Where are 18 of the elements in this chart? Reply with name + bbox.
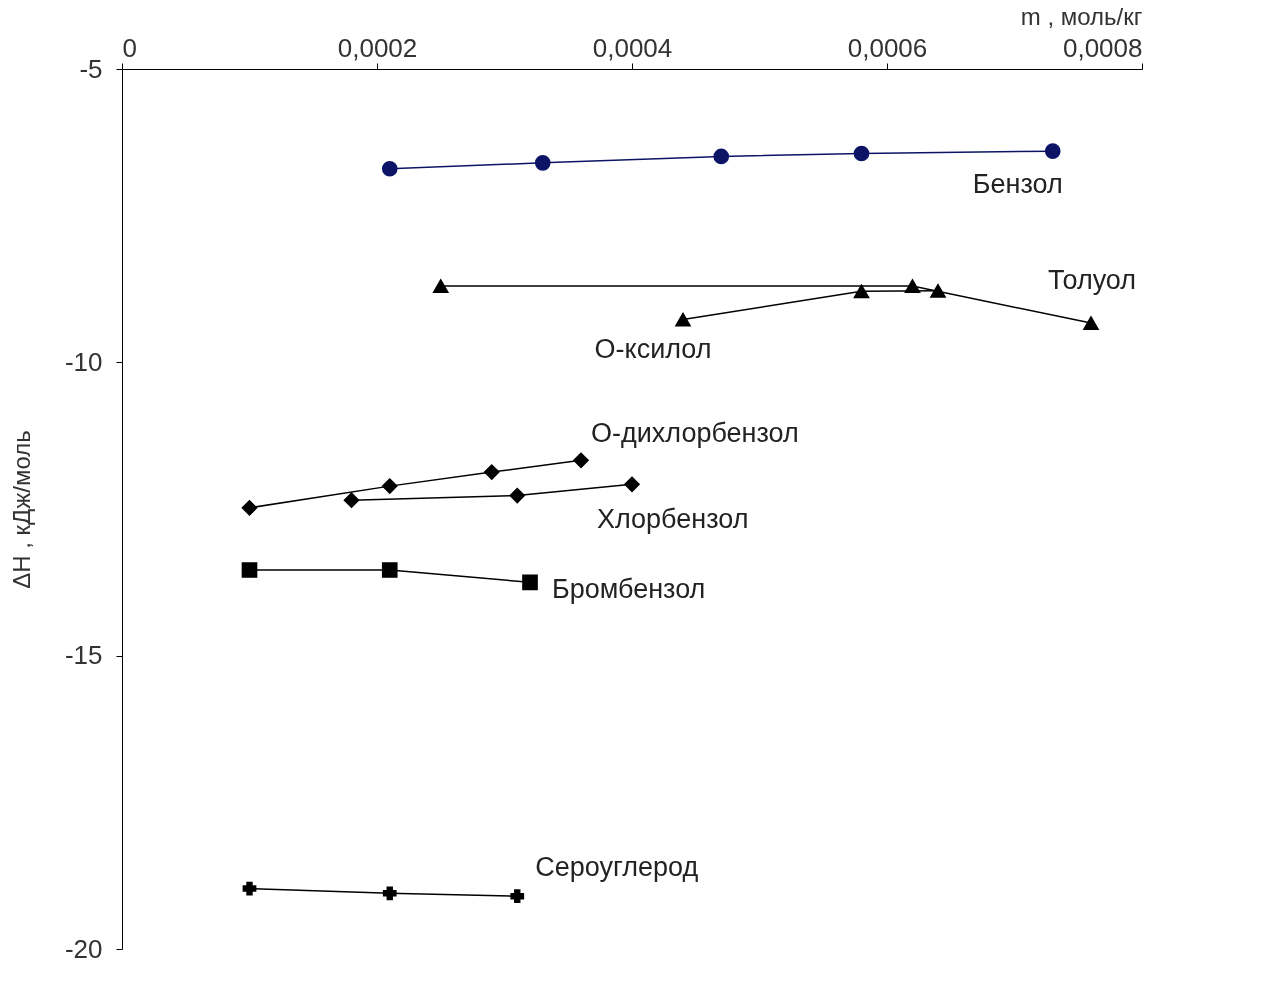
series-label: Бензол bbox=[972, 169, 1063, 200]
x-tick-label: 0,0002 bbox=[337, 32, 418, 63]
y-axis-title: ΔH , кДж/моль bbox=[7, 430, 35, 589]
x-axis-title: m , моль/кг bbox=[1020, 2, 1143, 30]
x-tick-label: 0,0008 bbox=[1062, 32, 1143, 63]
series-label: О-дихлорбензол bbox=[591, 418, 799, 449]
y-tick-label: -5 bbox=[79, 53, 103, 84]
x-tick-label: 0,0006 bbox=[847, 32, 928, 63]
series-label: Толуол bbox=[1048, 265, 1136, 296]
y-tick-label: -20 bbox=[64, 933, 103, 964]
y-tick-label: -15 bbox=[64, 640, 103, 671]
series-label: Сероуглерод bbox=[535, 852, 699, 883]
series-label: Хлорбензол bbox=[597, 504, 749, 535]
y-tick-label: -10 bbox=[64, 346, 103, 377]
x-tick-label: 0 bbox=[122, 32, 137, 63]
x-tick-label: 0,0004 bbox=[592, 32, 673, 63]
series-label: О-ксилол bbox=[594, 333, 712, 364]
series-label: Бромбензол bbox=[552, 574, 706, 605]
